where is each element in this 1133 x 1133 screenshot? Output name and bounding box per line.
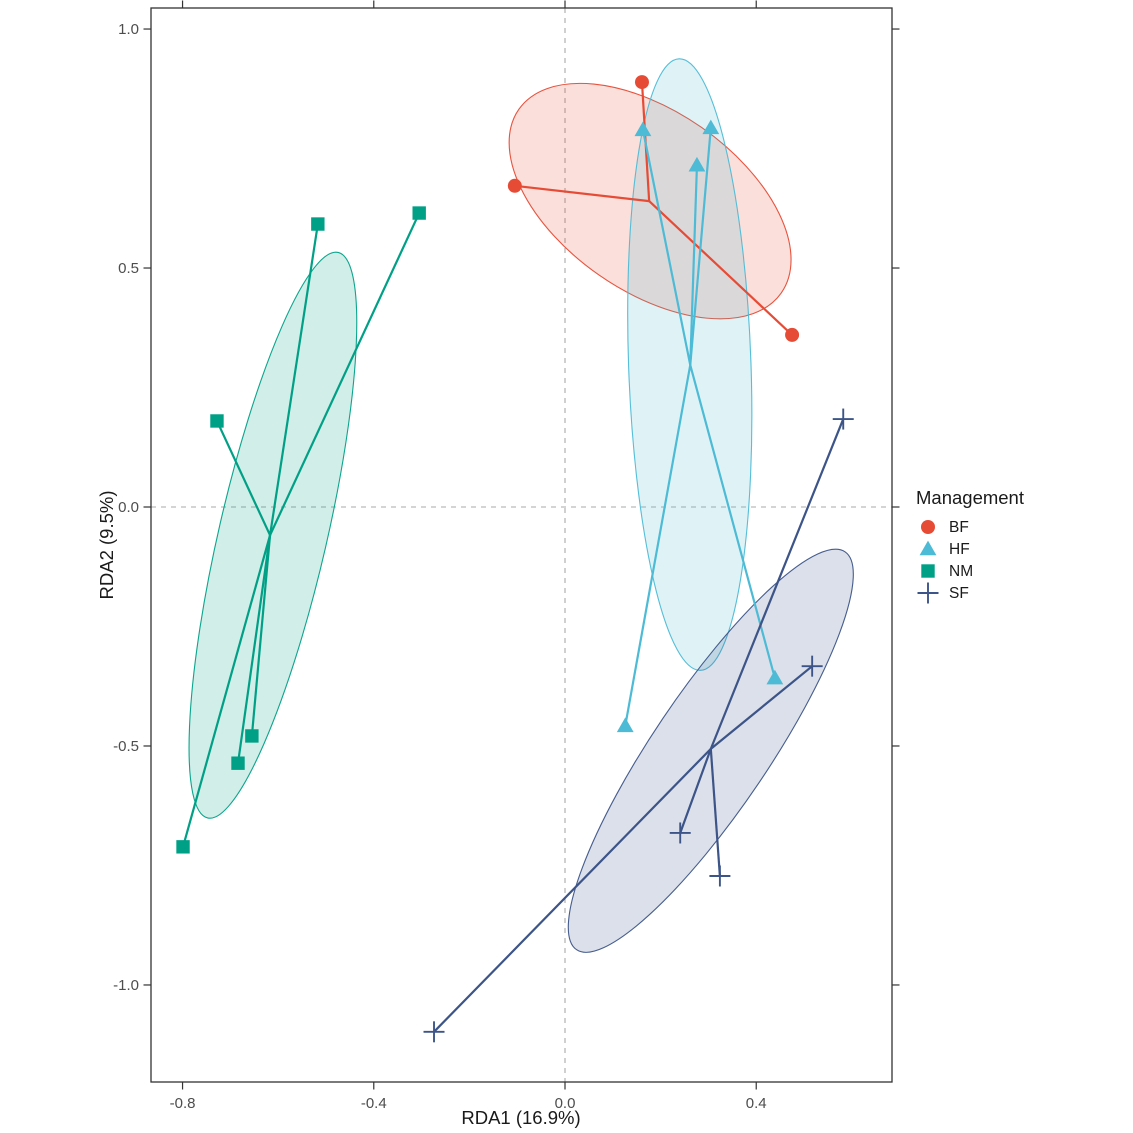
data-point-NM-0 — [311, 217, 325, 231]
data-point-NM-3 — [245, 729, 259, 743]
data-point-NM-5 — [176, 840, 190, 854]
spider-segment-SF-2 — [679, 748, 712, 834]
spider-segment-SF-4 — [433, 748, 712, 1033]
spider-segment-SF-3 — [709, 748, 721, 877]
x-tick-label: 0.0 — [555, 1095, 576, 1112]
legend-label-sf: SF — [949, 585, 969, 602]
spider-segment-SF-0 — [709, 418, 845, 750]
spider-segment-NM-2 — [215, 420, 272, 536]
y-tick-label: 1.0 — [118, 21, 139, 38]
legend-label-nm: NM — [949, 563, 973, 580]
x-tick-label: -0.8 — [170, 1095, 196, 1112]
confidence-ellipse-NM — [188, 251, 358, 819]
spider-segments-layer — [181, 82, 845, 1033]
spider-segment-BF-1 — [514, 184, 650, 203]
spider-segment-HF-4 — [624, 364, 692, 727]
legend-label-bf: BF — [949, 519, 969, 536]
data-point-HF-4 — [616, 717, 634, 733]
data-point-BF-2 — [785, 327, 800, 342]
ellipses-layer — [188, 58, 854, 953]
y-tick-label: 0.5 — [118, 260, 139, 277]
data-point-HF-3 — [766, 669, 784, 685]
data-point-HF-0 — [634, 121, 652, 137]
markers-layer — [176, 75, 854, 1043]
spider-segment-NM-5 — [181, 534, 272, 848]
data-point-HF-2 — [688, 156, 706, 172]
data-point-NM-1 — [412, 206, 426, 220]
data-point-NM-2 — [210, 414, 224, 428]
panel-border — [150, 7, 893, 1083]
legend-marker-BF — [921, 520, 935, 534]
y-axis-title: RDA2 (9.5%) — [96, 491, 117, 600]
spider-segment-HF-0 — [641, 129, 692, 366]
spider-segment-HF-1 — [689, 127, 712, 366]
x-axis-title: RDA1 (16.9%) — [461, 1107, 580, 1128]
data-point-BF-0 — [634, 75, 649, 90]
y-tick-label: -0.5 — [113, 738, 139, 755]
spider-segment-NM-0 — [268, 223, 319, 536]
spider-segment-SF-1 — [710, 665, 813, 750]
y-tick-label: 0.0 — [118, 499, 139, 516]
x-tick-label: -0.4 — [361, 1095, 387, 1112]
legend-symbols-layer — [917, 520, 939, 604]
legend-title: Management — [916, 487, 1024, 508]
data-point-HF-1 — [702, 119, 720, 135]
spider-segment-NM-3 — [250, 535, 272, 737]
legend-label-hf: HF — [949, 541, 970, 558]
spider-segment-HF-2 — [689, 165, 699, 366]
axes-layer: -0.8 -0.4 0.0 0.4 1.0 0.5 0.0 -0.5 -1.0 — [113, 0, 900, 1112]
y-tick-label: -1.0 — [113, 977, 139, 994]
data-point-NM-4 — [231, 756, 245, 770]
data-point-BF-1 — [507, 178, 522, 193]
legend-marker-NM — [921, 564, 935, 578]
legend-marker-HF — [919, 540, 937, 556]
spider-segment-NM-4 — [236, 535, 272, 764]
spider-segment-NM-1 — [269, 212, 421, 536]
spider-segment-BF-2 — [648, 200, 793, 336]
x-tick-label: 0.4 — [746, 1095, 767, 1112]
